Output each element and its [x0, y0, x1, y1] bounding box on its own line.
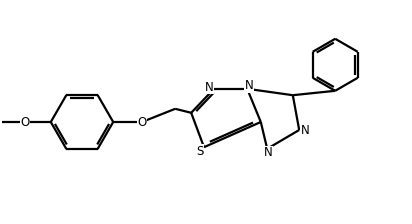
- Text: N: N: [205, 81, 213, 94]
- Text: N: N: [264, 146, 272, 159]
- Text: O: O: [137, 116, 147, 129]
- Text: O: O: [20, 116, 29, 129]
- Text: N: N: [244, 79, 253, 92]
- Text: N: N: [300, 123, 309, 136]
- Text: S: S: [196, 145, 204, 158]
